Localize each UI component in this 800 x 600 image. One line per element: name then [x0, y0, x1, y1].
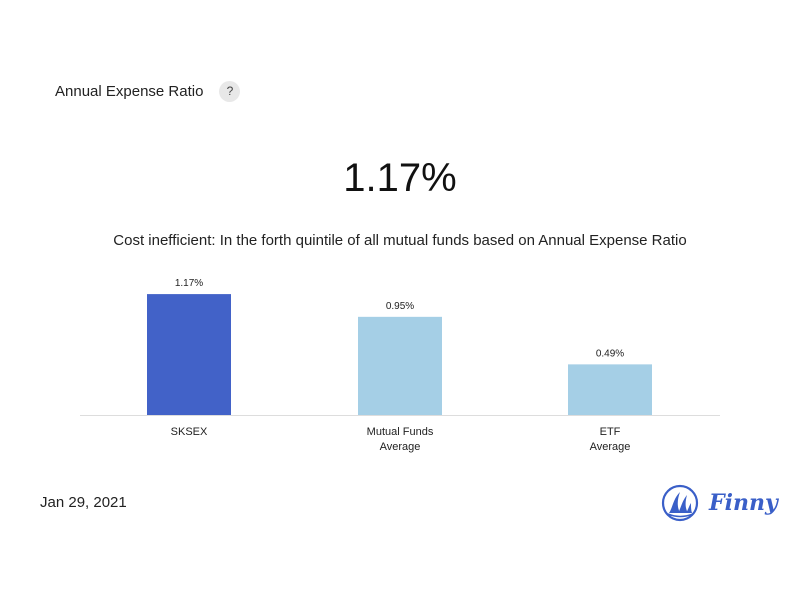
bar-value-label-0: 1.17% [175, 278, 203, 289]
category-label-0-0: SKSEX [171, 426, 208, 438]
headline-value: 1.17% [343, 156, 457, 200]
quintile-description: Cost inefficient: In the forth quintile … [113, 232, 687, 249]
metric-header: Annual Expense Ratio ? [55, 80, 241, 102]
sailboat-icon [661, 484, 699, 522]
bar-1[interactable] [358, 316, 442, 415]
expense-ratio-chart: 1.17% SKSEX 0.95% Mutual Funds Average 0.49% E… [80, 278, 720, 453]
help-icon[interactable]: ? [219, 80, 241, 102]
bar-value-label-2: 0.49% [596, 348, 624, 359]
as-of-date: Jan 29, 2021 [40, 494, 127, 511]
bar-2[interactable] [568, 364, 652, 415]
finny-logo[interactable]: Finny [660, 483, 778, 523]
bar-0[interactable] [147, 294, 231, 415]
category-label-2-0: ETF [600, 426, 621, 438]
category-label-1-1: Average [380, 441, 421, 453]
category-label-1-0: Mutual Funds [367, 426, 434, 438]
bar-value-label-1: 0.95% [386, 301, 414, 312]
brand-name: Finny [709, 490, 778, 516]
metric-title: Annual Expense Ratio [55, 82, 204, 100]
category-label-2-1: Average [590, 441, 631, 453]
